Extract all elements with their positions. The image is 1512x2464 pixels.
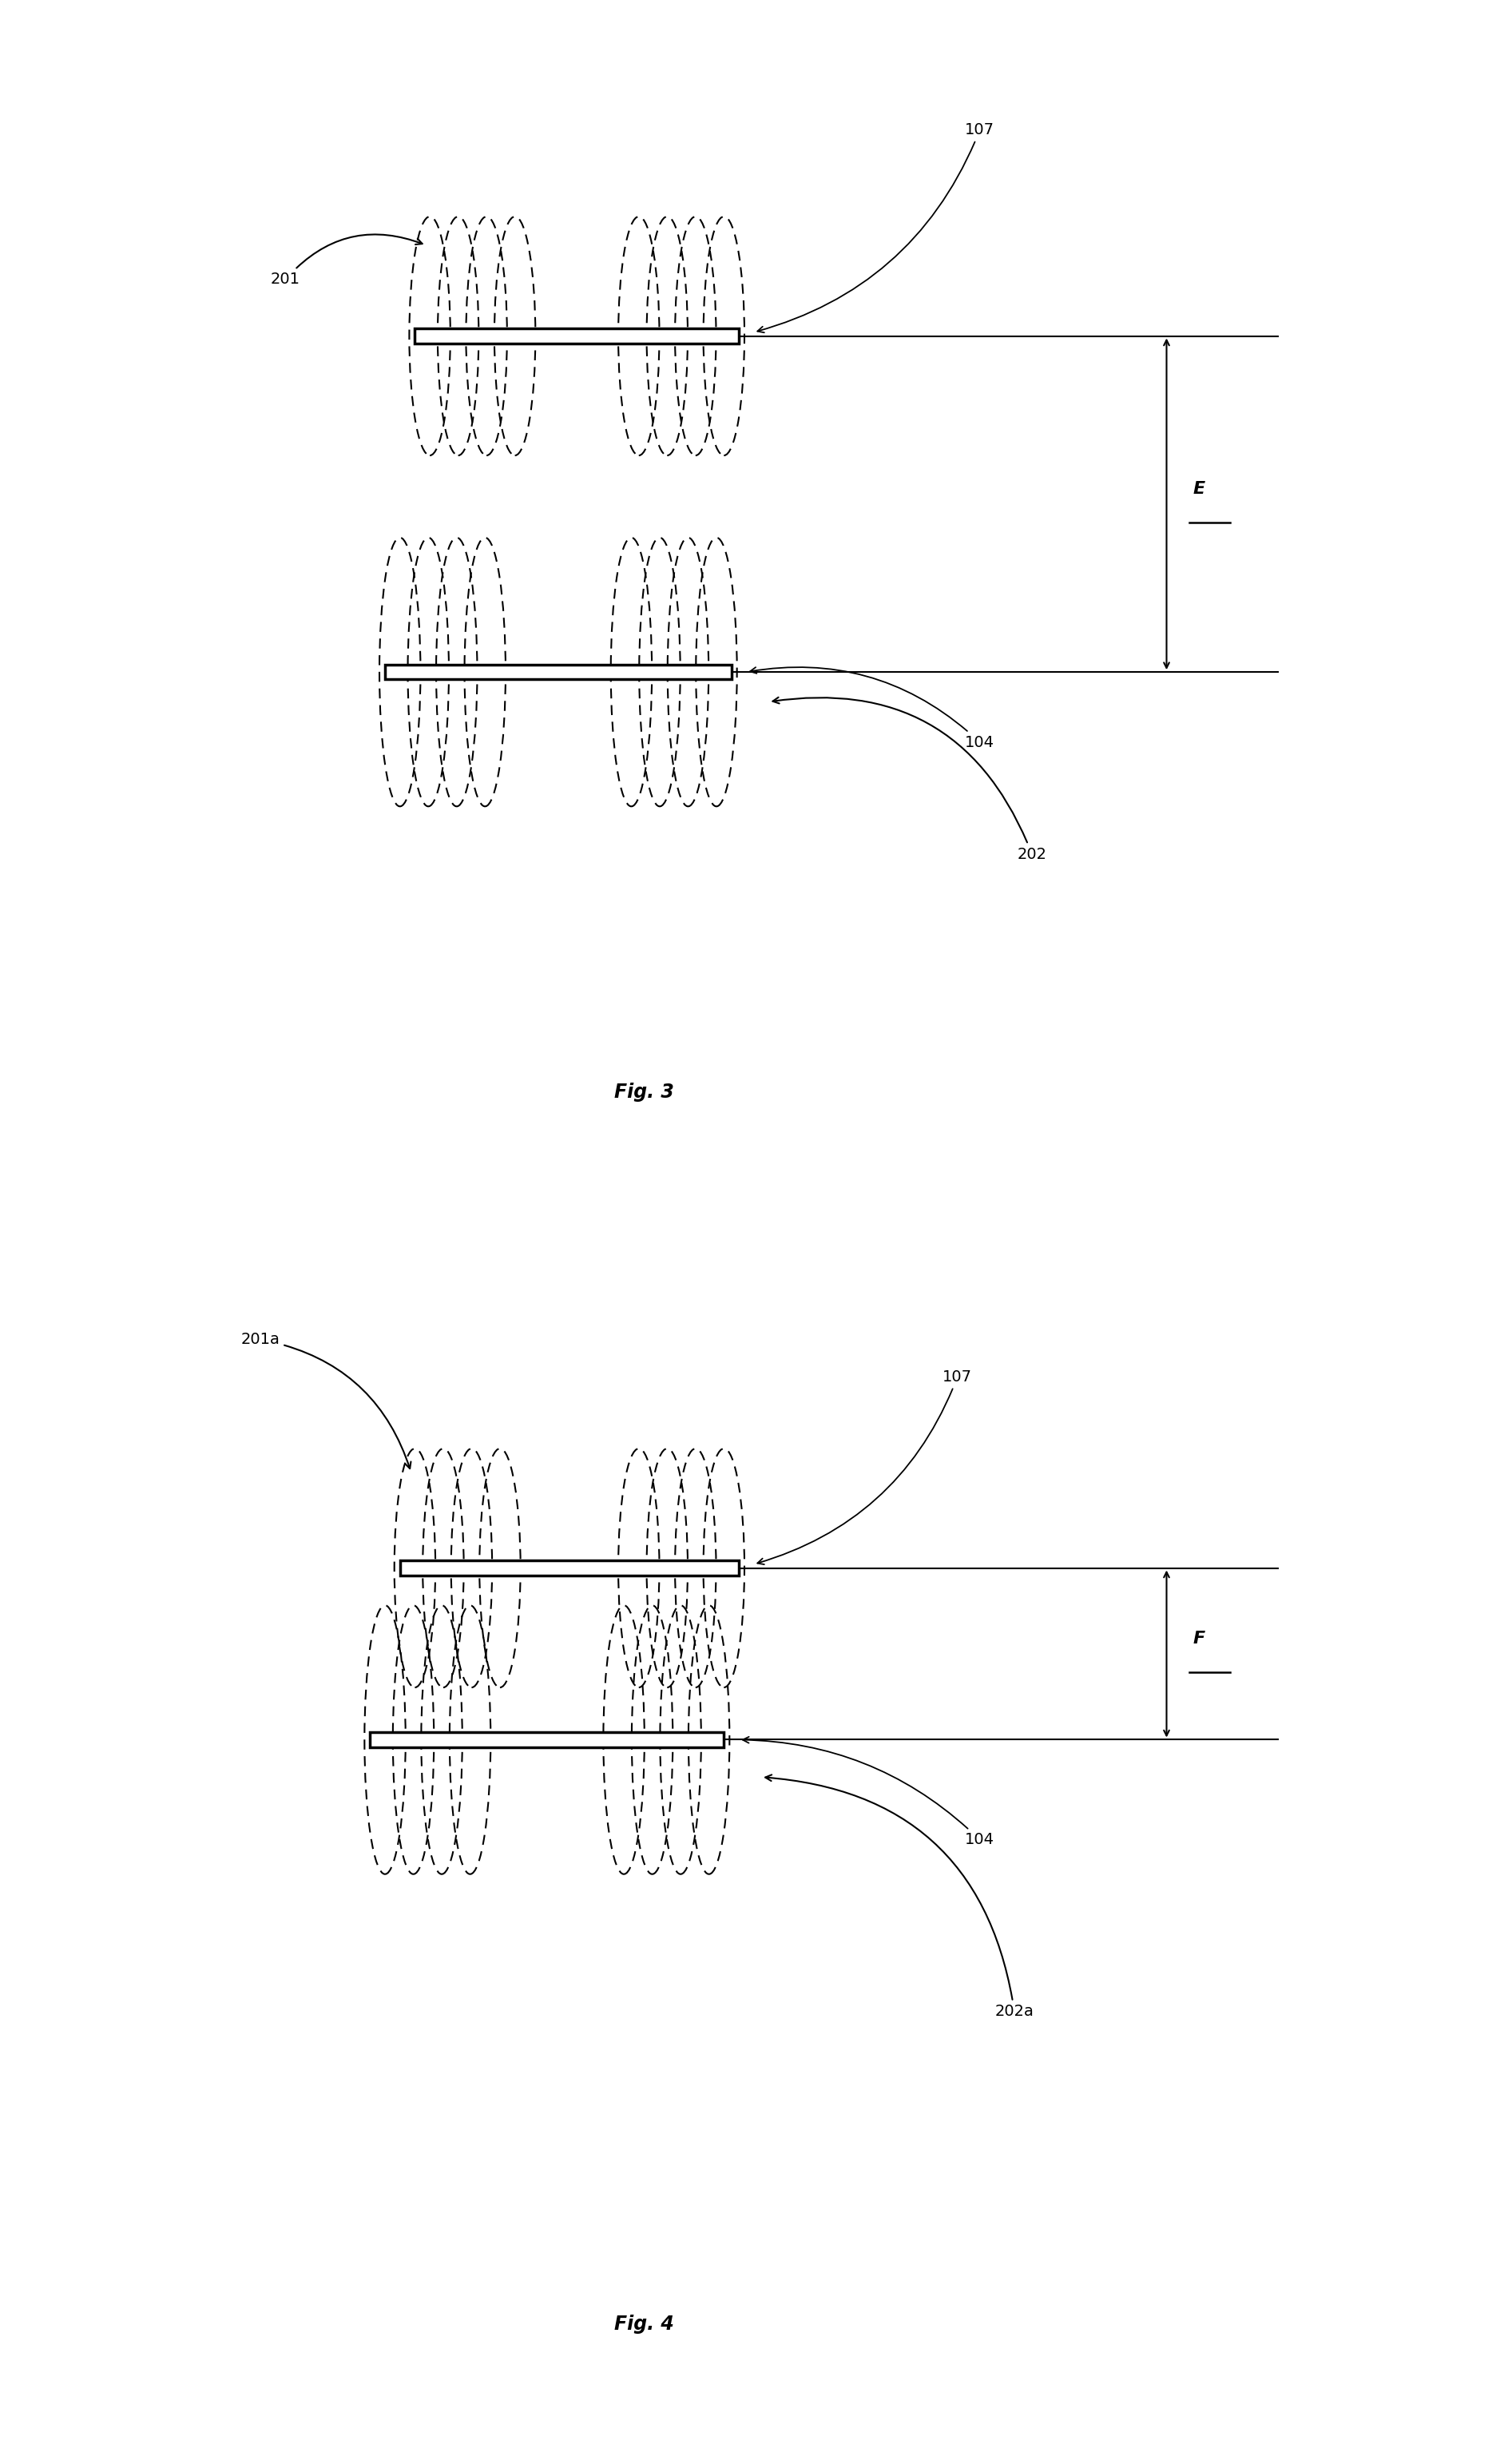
Text: 201: 201 — [271, 234, 422, 286]
Text: 104: 104 — [750, 668, 995, 749]
Bar — [401, 1560, 739, 1574]
Bar — [386, 665, 732, 680]
Text: 107: 107 — [758, 123, 995, 333]
Text: 201a: 201a — [240, 1333, 411, 1469]
Text: Fig. 4: Fig. 4 — [614, 2314, 674, 2333]
Bar — [414, 328, 739, 342]
Text: 107: 107 — [758, 1370, 972, 1565]
Text: 202: 202 — [773, 697, 1046, 862]
Bar — [370, 1732, 724, 1747]
Text: F: F — [1193, 1631, 1205, 1646]
Text: Fig. 3: Fig. 3 — [614, 1082, 674, 1101]
Text: E: E — [1193, 480, 1205, 498]
Text: 104: 104 — [742, 1737, 995, 1848]
Text: 202a: 202a — [765, 1774, 1034, 2018]
